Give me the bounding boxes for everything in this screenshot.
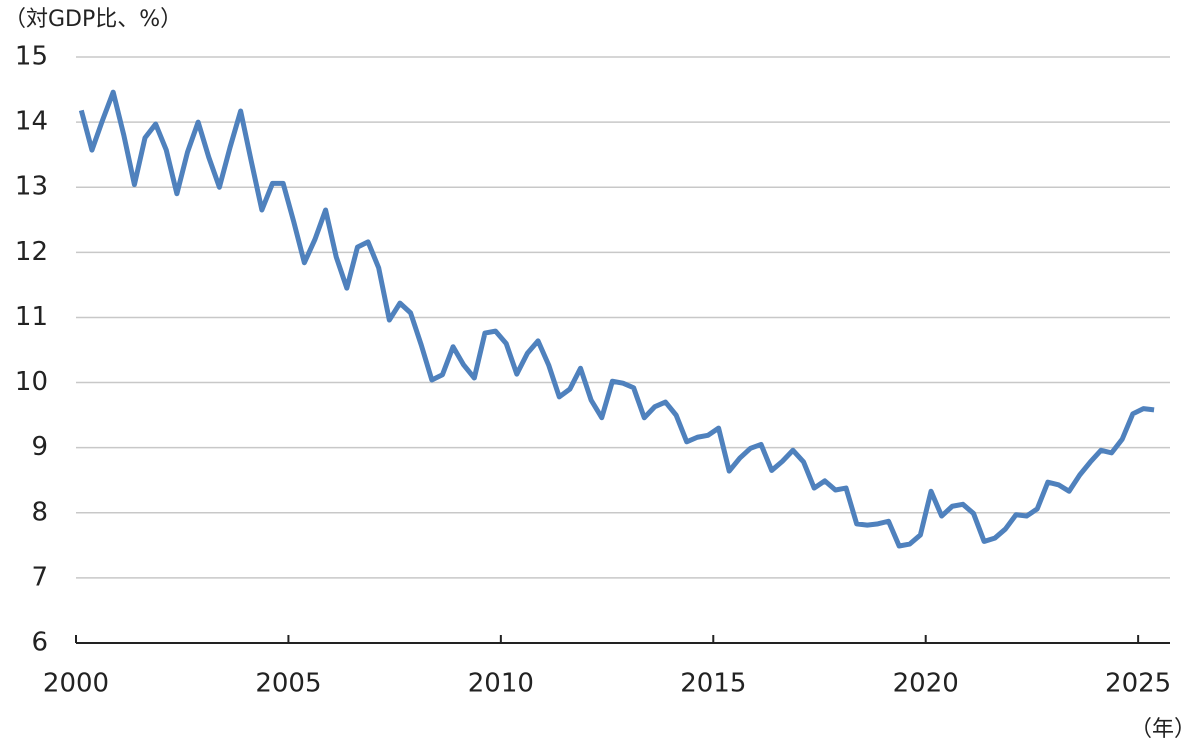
y-axis-label: （対GDP比、%） (4, 7, 182, 32)
y-tick-label: 8 (31, 497, 48, 527)
y-tick-label: 10 (15, 367, 48, 397)
y-tick-label: 15 (15, 42, 48, 72)
y-tick-label: 13 (15, 172, 48, 202)
x-tick-label: 2020 (893, 669, 959, 699)
x-tick-label: 2010 (468, 669, 534, 699)
x-tick-label: 2025 (1105, 669, 1171, 699)
y-tick-label: 11 (15, 302, 48, 332)
y-tick-label: 9 (31, 432, 48, 462)
y-tick-label: 14 (15, 107, 48, 137)
data-line (78, 89, 1155, 549)
x-tick-label: 2005 (255, 669, 321, 699)
x-tick-label: 2000 (43, 669, 109, 699)
y-tick-label: 12 (15, 237, 48, 267)
x-tick-label: 2015 (680, 669, 746, 699)
y-tick-label: 6 (31, 628, 48, 658)
y-tick-label: 7 (31, 562, 48, 592)
x-axis-label: （年） (1130, 717, 1196, 742)
